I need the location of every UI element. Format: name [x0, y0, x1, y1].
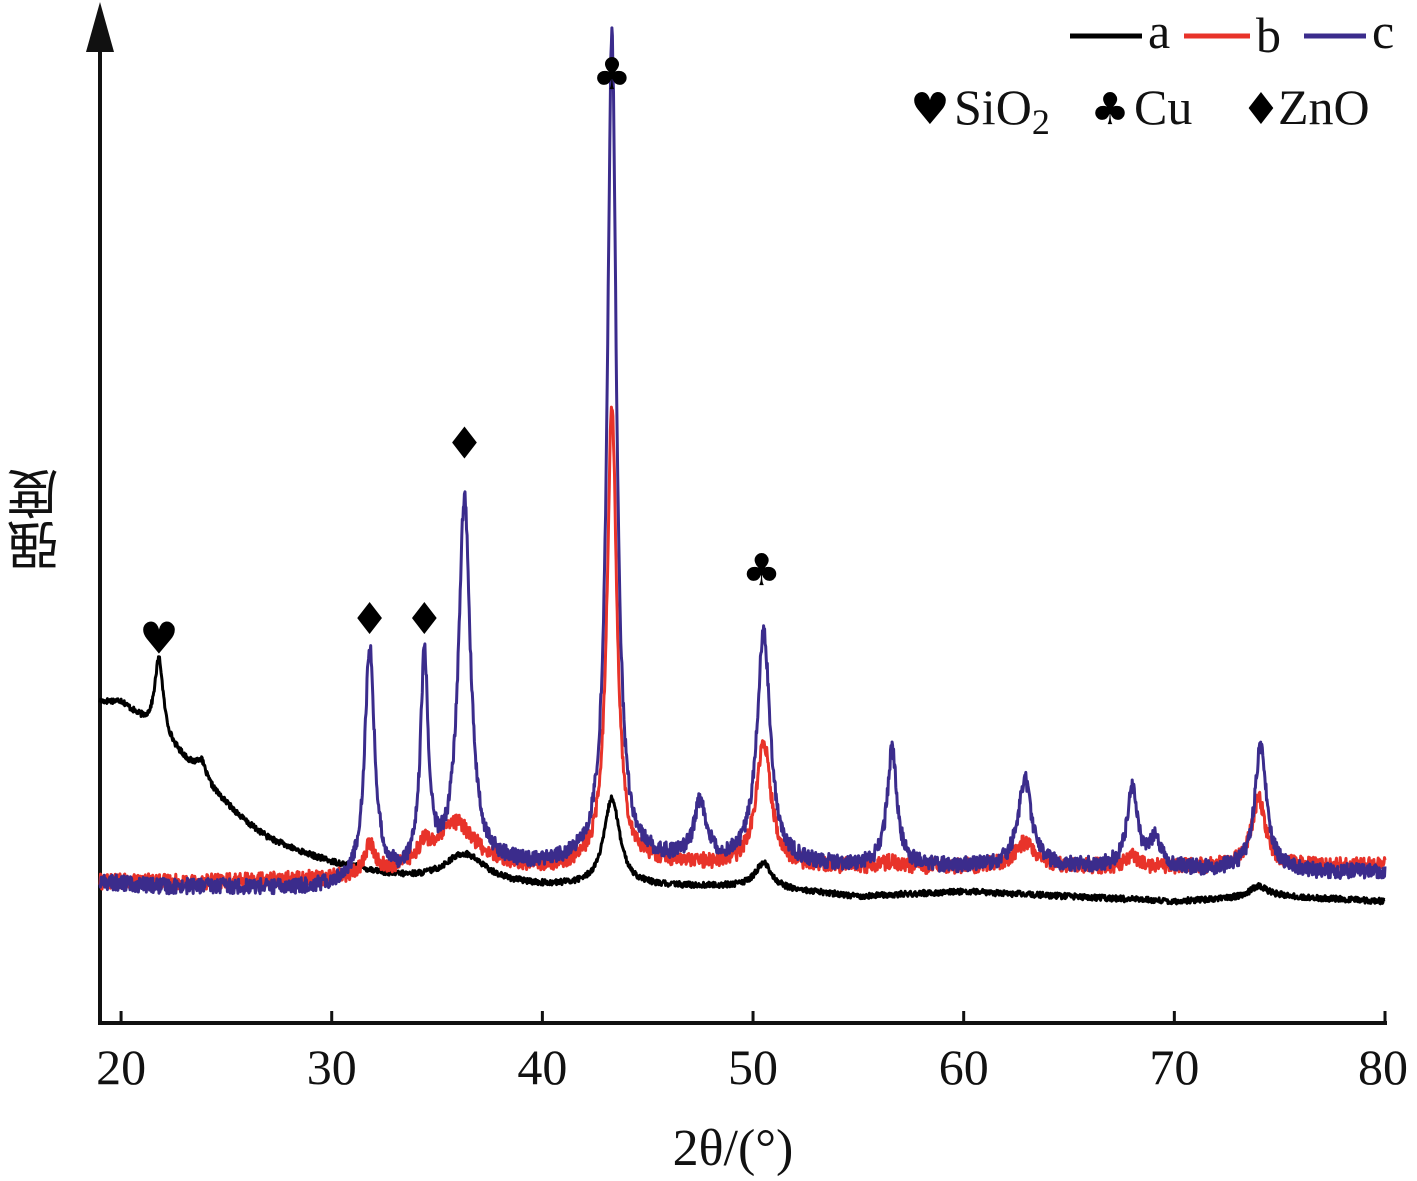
heart-icon: ♥ — [910, 84, 949, 135]
x-tick-label-80: 80 — [1358, 1039, 1408, 1095]
x-tick-label-30: 30 — [307, 1039, 357, 1095]
x-axis-title: 2θ/(°) — [673, 1120, 794, 1177]
legend-label-c: c — [1372, 3, 1394, 59]
legend-phase-cu: ♣ Cu — [1090, 79, 1192, 135]
x-tick-labels: 20 30 40 50 60 70 80 — [96, 1039, 1408, 1095]
y-axis-title: 强度 — [8, 468, 68, 572]
legend: a b c ♥ SiO2 ♣ Cu ♦ ZnO — [910, 3, 1394, 142]
series-line-b — [98, 405, 1387, 891]
legend-phase-sio2: ♥ SiO2 — [910, 79, 1050, 142]
peak-marker-zno-1: ♦ — [350, 594, 389, 645]
peak-marker-zno-2: ♦ — [405, 594, 444, 645]
legend-phase-cu-label: Cu — [1134, 79, 1192, 135]
x-ticks — [119, 1011, 1387, 1023]
x-tick-label-20: 20 — [96, 1039, 146, 1095]
legend-label-a: a — [1148, 3, 1170, 59]
legend-label-b: b — [1256, 7, 1281, 63]
y-axis-arrow — [86, 2, 114, 52]
club-icon: ♣ — [1090, 84, 1129, 135]
peak-marker-cu-4: ♣ — [592, 49, 631, 100]
x-tick-label-40: 40 — [517, 1039, 567, 1095]
legend-phase-zno: ♦ ZnO — [1241, 79, 1369, 135]
peak-marker-cu-5: ♣ — [742, 545, 781, 596]
legend-item-c: c — [1304, 3, 1394, 59]
legend-item-b: b — [1184, 7, 1281, 63]
diamond-icon: ♦ — [1241, 84, 1280, 135]
legend-phase-zno-label: ZnO — [1278, 79, 1370, 135]
peak-marker-zno-3: ♦ — [445, 419, 484, 470]
series-line-c — [98, 26, 1387, 896]
legend-phase-sio2-subscript: 2 — [1032, 102, 1050, 142]
legend-item-a: a — [1070, 3, 1170, 59]
peak-markers: ♥ ♦ ♦ ♦ ♣ ♣ — [139, 49, 781, 664]
x-tick-label-70: 70 — [1149, 1039, 1199, 1095]
series-layer — [98, 26, 1387, 906]
x-tick-label-60: 60 — [939, 1039, 989, 1095]
x-tick-label-50: 50 — [728, 1039, 778, 1095]
peak-marker-sio2-0: ♥ — [139, 613, 178, 664]
legend-phase-sio2-label: SiO2 — [954, 79, 1050, 142]
series-line-a — [98, 655, 1386, 906]
legend-phase-sio2-text: SiO — [954, 79, 1032, 135]
